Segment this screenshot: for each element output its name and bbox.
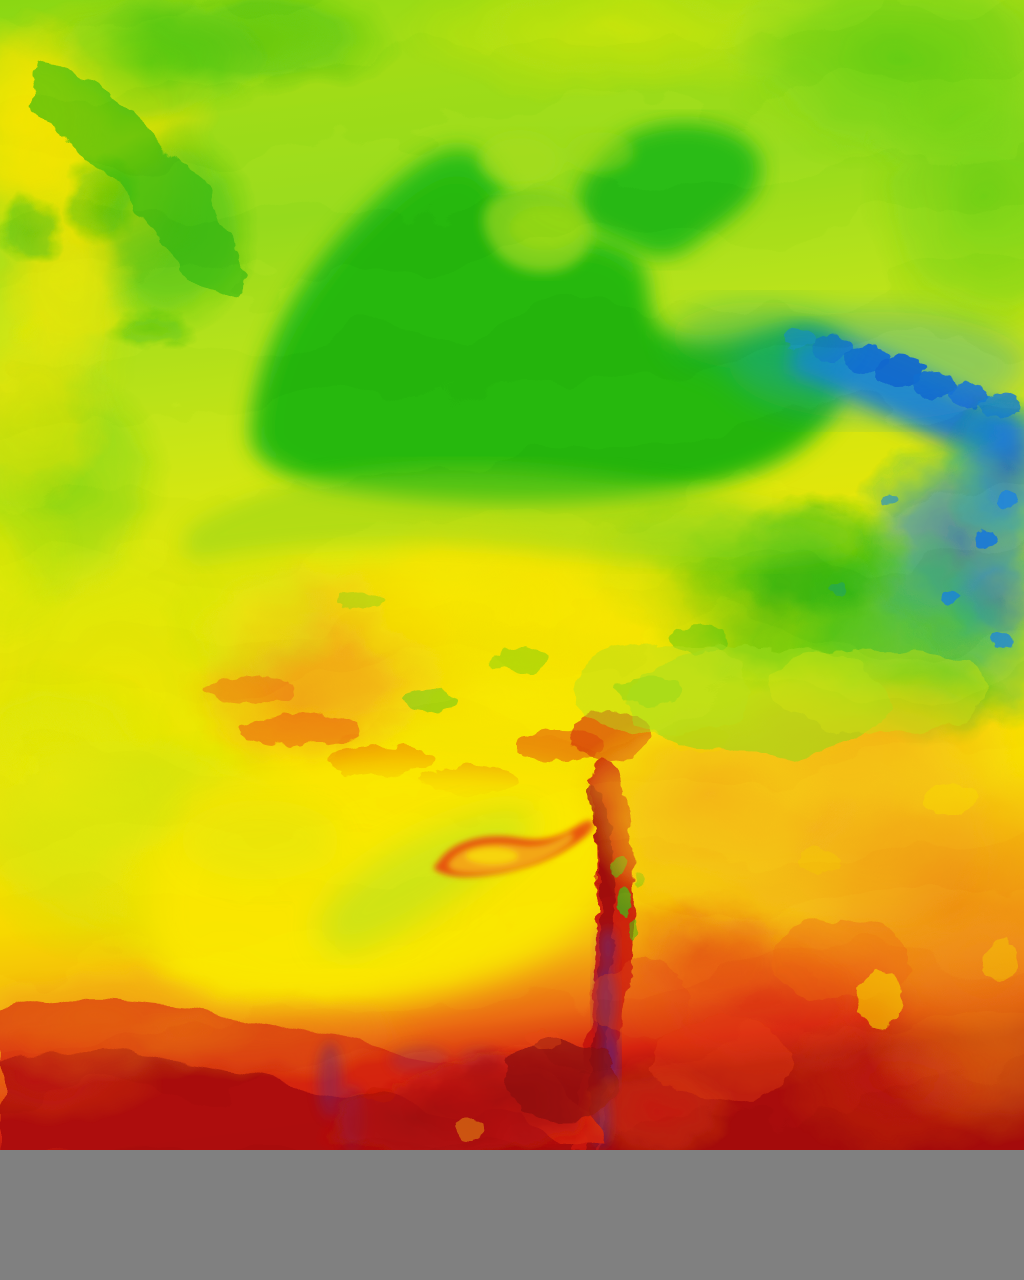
status-bar: [0, 1150, 1024, 1280]
map-raster-viewport[interactable]: [0, 0, 1024, 1150]
contour-band-overlay: [0, 0, 1024, 1150]
